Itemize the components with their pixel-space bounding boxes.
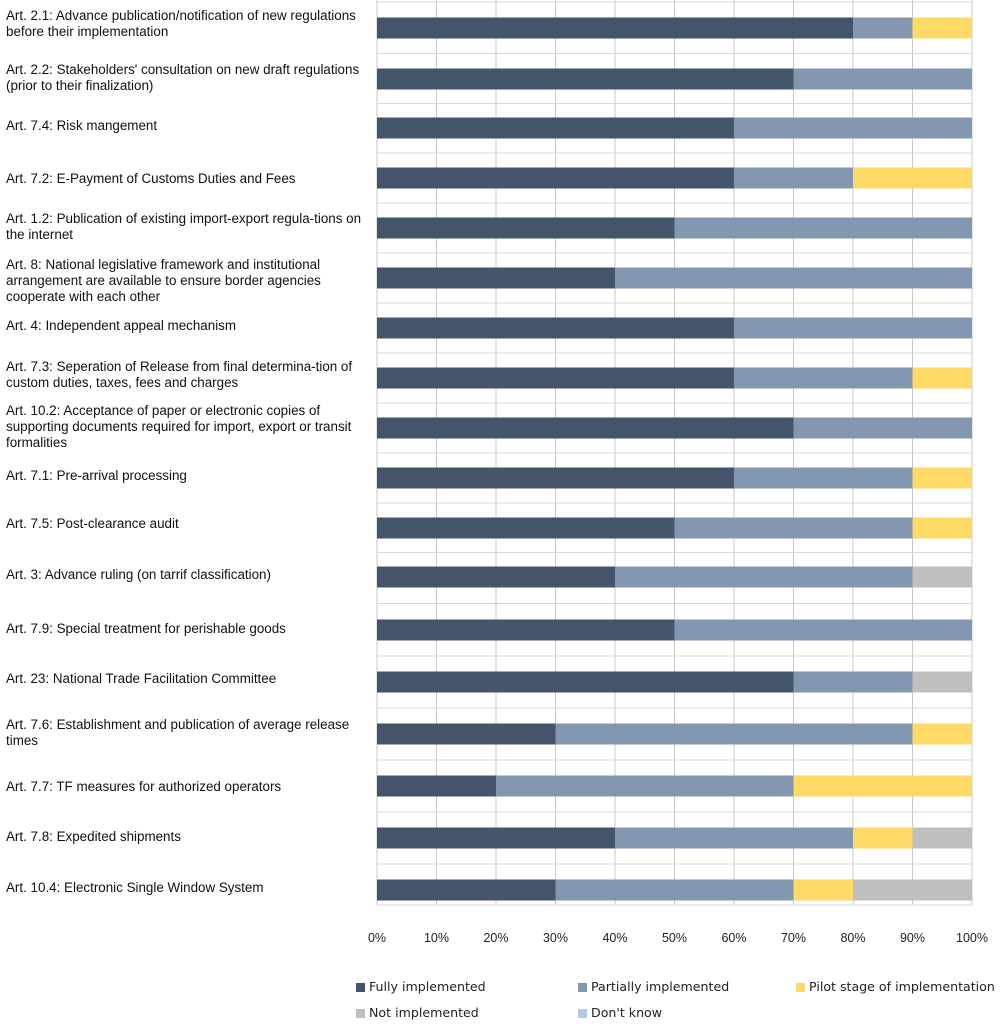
bar-segment <box>793 879 853 901</box>
x-tick-label: 20% <box>483 931 508 945</box>
bar-segment <box>793 417 972 439</box>
legend-label: Not implemented <box>369 1005 479 1020</box>
legend-swatch <box>356 1009 365 1018</box>
category-label: Art. 2.2: Stakeholders' consultation on … <box>6 62 360 93</box>
bar-segment <box>377 619 675 641</box>
bar-segment <box>377 467 734 489</box>
bar-segment <box>496 775 794 797</box>
legend-item: Fully implemented <box>356 979 486 994</box>
x-tick-label: 80% <box>840 931 865 945</box>
category-label: Art. 23: National Trade Facilitation Com… <box>6 671 277 686</box>
bar-segment <box>912 17 972 39</box>
bar-segment <box>377 827 615 849</box>
x-tick-label: 0% <box>368 931 386 945</box>
legend-swatch <box>356 983 365 992</box>
bar-segment <box>377 167 734 189</box>
category-label: Art. 7.7: TF measures for authorized ope… <box>6 779 282 794</box>
bar-segment <box>377 566 615 588</box>
bar-segment <box>377 417 794 439</box>
legend-swatch <box>578 983 587 992</box>
category-label: Art. 7.3: Seperation of Release from fin… <box>6 359 353 390</box>
bar-segment <box>377 267 615 289</box>
bar-segment <box>555 879 794 901</box>
bar-segment <box>912 566 972 588</box>
x-tick-label: 30% <box>543 931 568 945</box>
bar-segment <box>793 68 972 90</box>
x-tick-label: 70% <box>781 931 806 945</box>
category-label: Art. 1.2: Publication of existing import… <box>6 211 362 242</box>
bar-segment <box>377 879 556 901</box>
bar-segment <box>853 167 972 189</box>
bar-segment <box>377 367 734 389</box>
category-label: Art. 7.2: E-Payment of Customs Duties an… <box>6 171 296 186</box>
legend-label: Partially implemented <box>591 979 730 994</box>
bar-segment <box>912 467 972 489</box>
bar-segment <box>853 827 913 849</box>
category-label: Art. 7.5: Post-clearance audit <box>6 516 179 531</box>
x-tick-label: 40% <box>602 931 627 945</box>
legend-item: Don't know <box>578 1005 662 1020</box>
category-label: Art. 7.6: Establishment and publication … <box>6 717 350 748</box>
x-tick-label: 100% <box>956 931 988 945</box>
category-label: Art. 10.2: Acceptance of paper or electr… <box>6 403 352 450</box>
bar-segment <box>377 117 734 139</box>
x-tick-label: 90% <box>900 931 925 945</box>
bar-segment <box>615 566 913 588</box>
legend-item: Pilot stage of implementation <box>796 979 995 994</box>
legend-label: Don't know <box>591 1005 663 1020</box>
bar-segment <box>734 367 913 389</box>
bar-segment <box>734 167 853 189</box>
legend-swatch <box>796 983 805 992</box>
category-label: Art. 7.4: Risk mangement <box>6 118 158 133</box>
legend-item: Partially implemented <box>578 979 729 994</box>
bars <box>377 17 972 901</box>
bar-segment <box>853 879 972 901</box>
bar-segment <box>555 723 913 745</box>
bar-segment <box>377 671 794 693</box>
category-label: Art. 10.4: Electronic Single Window Syst… <box>6 880 264 895</box>
bar-segment <box>377 723 556 745</box>
bar-segment <box>912 367 972 389</box>
bar-segment <box>615 267 972 289</box>
category-label: Art. 3: Advance ruling (on tarrif classi… <box>6 567 271 582</box>
legend-label: Pilot stage of implementation <box>809 979 995 994</box>
legend-item: Not implemented <box>356 1005 479 1020</box>
bar-segment <box>912 517 972 539</box>
bar-segment <box>377 775 496 797</box>
bar-segment <box>377 17 853 39</box>
bar-segment <box>912 671 972 693</box>
category-label: Art. 7.9: Special treatment for perishab… <box>6 621 286 636</box>
bar-segment <box>734 467 913 489</box>
x-axis-ticks: 0% 10% 20% 30% 40% 50% 60% 70% 80% 90% 100% <box>368 931 988 945</box>
bar-segment <box>615 827 853 849</box>
bar-segment <box>912 723 972 745</box>
bar-segment <box>674 517 913 539</box>
category-label: Art. 8: National legislative framework a… <box>6 257 321 304</box>
bar-segment <box>377 317 734 339</box>
category-label: Art. 2.1: Advance publication/notificati… <box>6 8 356 39</box>
category-label: Art. 7.1: Pre-arrival processing <box>6 468 187 483</box>
gridlines <box>376 0 973 906</box>
bar-segment <box>734 117 972 139</box>
bar-segment <box>377 517 675 539</box>
x-tick-label: 10% <box>424 931 449 945</box>
x-tick-label: 50% <box>662 931 687 945</box>
category-label: Art. 4: Independent appeal mechanism <box>6 318 237 333</box>
bar-segment <box>912 827 972 849</box>
legend-swatch <box>578 1009 587 1018</box>
bar-segment <box>853 17 913 39</box>
bar-segment <box>793 775 972 797</box>
bar-segment <box>377 217 675 239</box>
bar-segment <box>793 671 913 693</box>
bar-segment <box>674 217 972 239</box>
bar-segment <box>674 619 972 641</box>
bar-segment <box>734 317 972 339</box>
bar-segment <box>377 68 794 90</box>
category-label: Art. 7.8: Expedited shipments <box>6 829 181 844</box>
legend-label: Fully implemented <box>369 979 486 994</box>
x-tick-label: 60% <box>721 931 746 945</box>
